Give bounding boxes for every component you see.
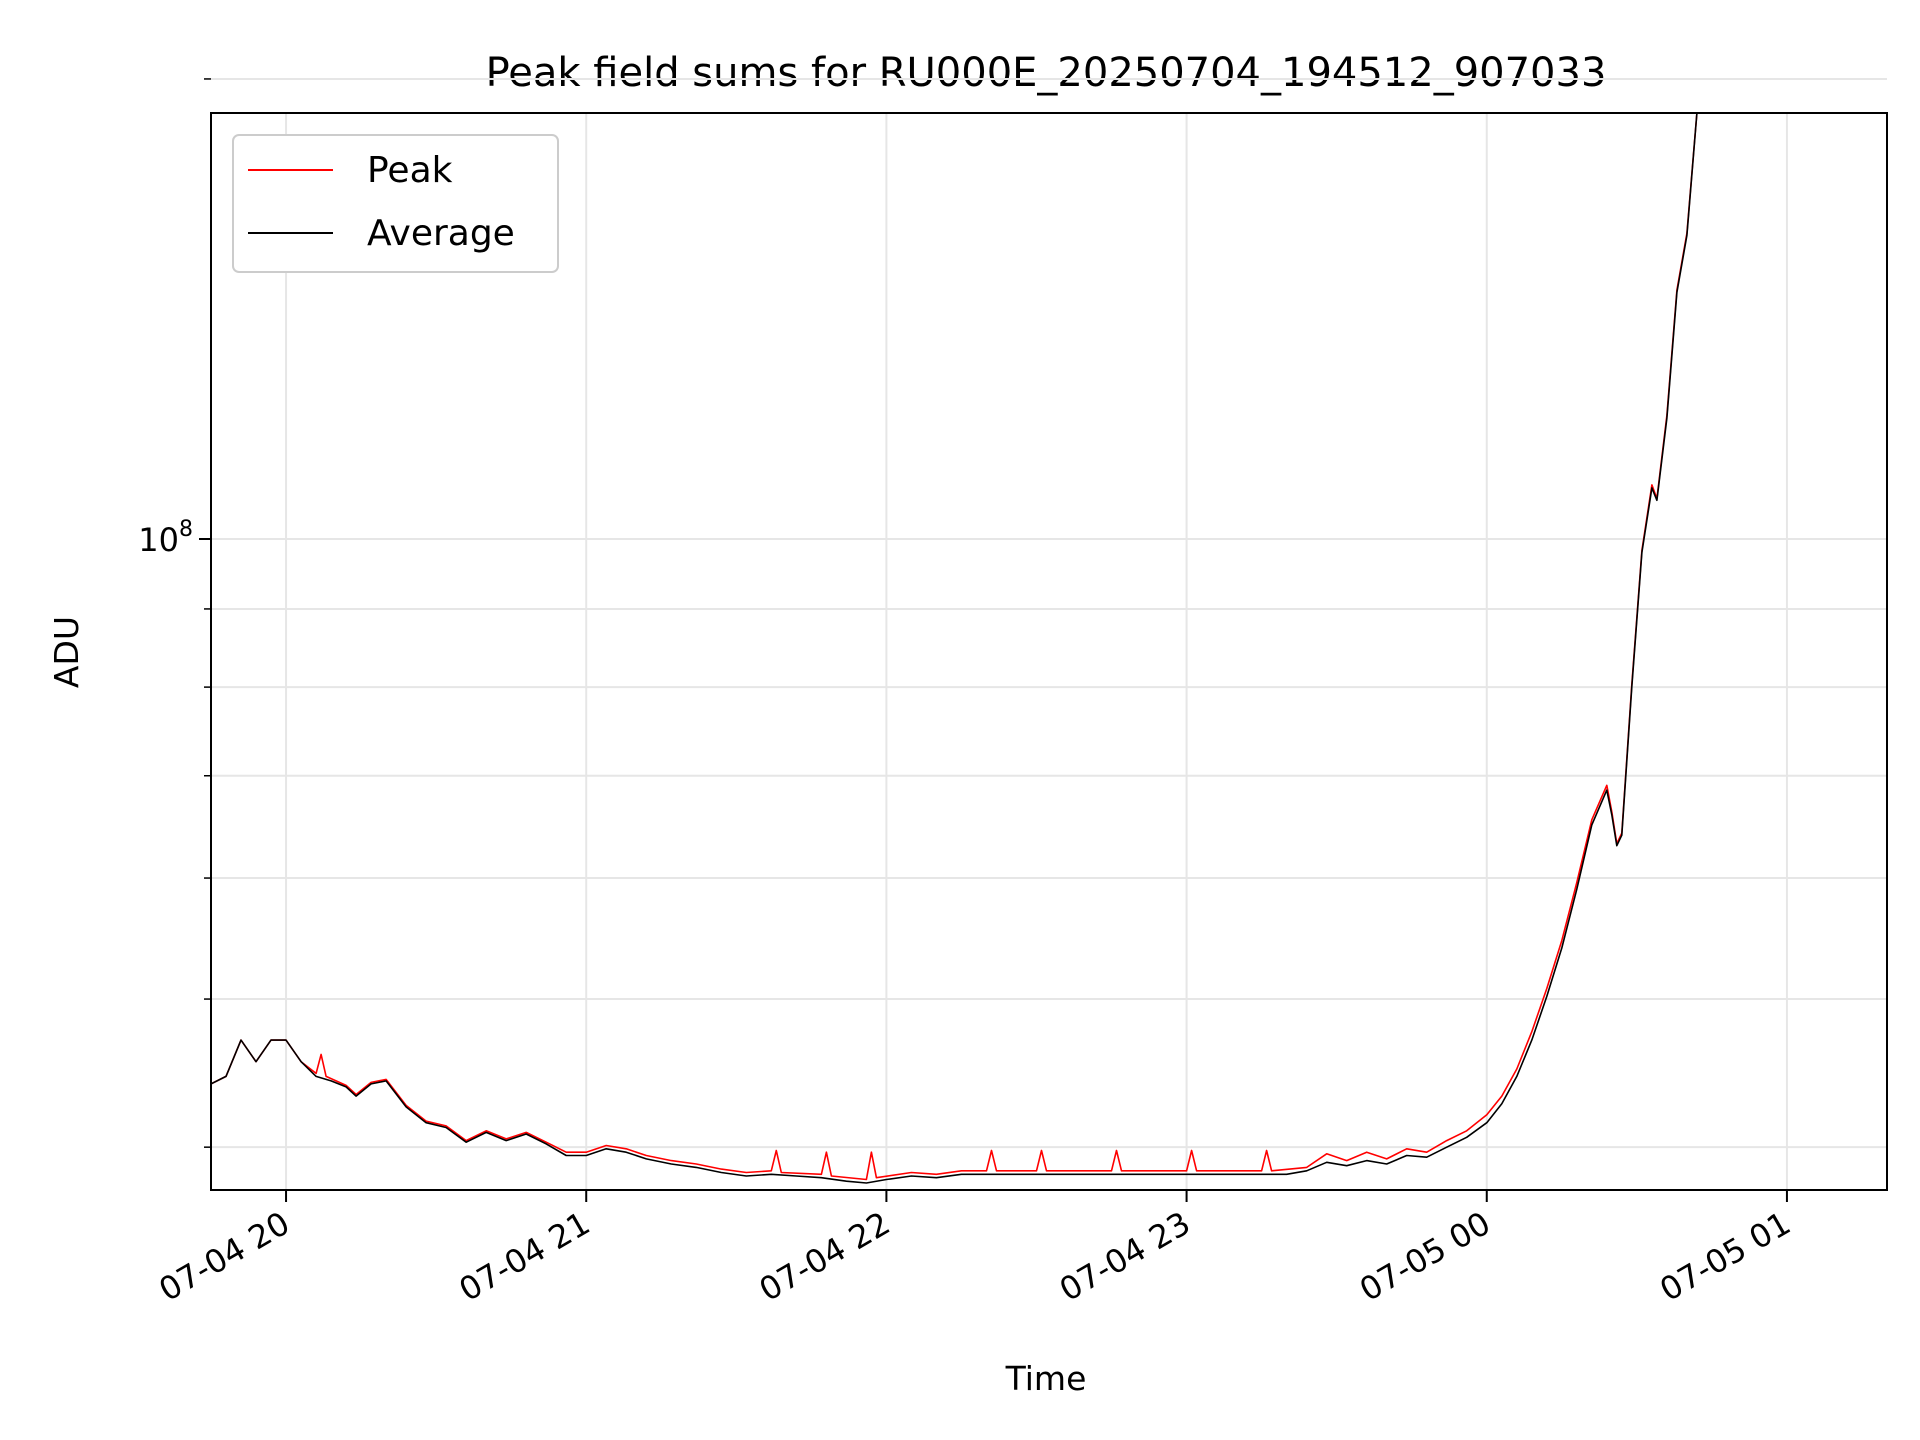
- legend: Peak Average: [232, 134, 559, 273]
- y-axis-label: ADU: [47, 616, 86, 688]
- x-axis-label: Time: [1005, 1359, 1087, 1398]
- series-line-average: [211, 113, 1698, 1184]
- y-tick-label-exponent: 8: [179, 517, 193, 542]
- y-tick-label-base: 10: [138, 521, 179, 559]
- grid: [211, 77, 1887, 1190]
- series-line-peak: [211, 113, 1698, 1181]
- series-group: [211, 113, 1698, 1184]
- y-tick-label: 108: [138, 517, 193, 559]
- legend-label-average: Average: [367, 213, 515, 254]
- plot-frame: [210, 112, 1888, 1191]
- chart-title: Peak field sums for RU000E_20250704_1945…: [486, 50, 1607, 96]
- legend-label-peak: Peak: [367, 150, 453, 191]
